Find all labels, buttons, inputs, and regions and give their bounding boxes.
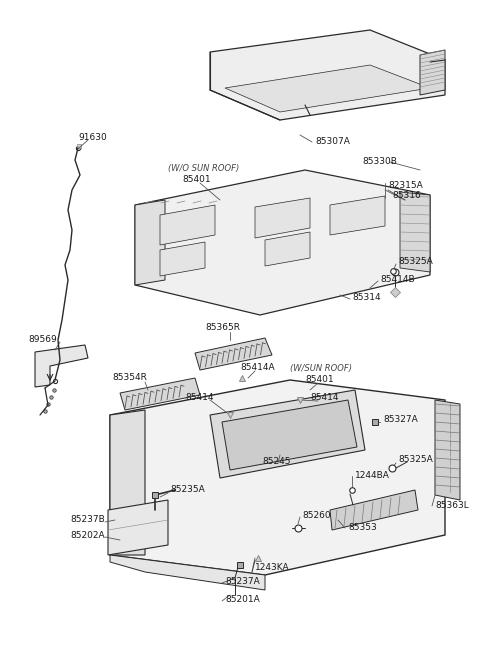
Polygon shape [225,65,430,112]
Text: (W/SUN ROOF): (W/SUN ROOF) [290,364,352,373]
Text: 91630: 91630 [78,134,107,143]
Polygon shape [160,242,205,276]
Text: 85316: 85316 [392,191,421,200]
Text: 82315A: 82315A [388,181,423,189]
Polygon shape [222,400,357,470]
Text: 85401: 85401 [182,176,211,185]
Text: 1243KA: 1243KA [255,563,289,572]
Polygon shape [135,170,430,315]
Polygon shape [35,345,88,387]
Text: 85414: 85414 [185,394,214,403]
Text: 89569: 89569 [28,335,57,345]
Polygon shape [435,400,460,500]
Text: (W/O SUN ROOF): (W/O SUN ROOF) [168,164,239,172]
Polygon shape [110,555,265,590]
Polygon shape [110,410,145,555]
Polygon shape [255,198,310,238]
Polygon shape [195,338,272,370]
Polygon shape [110,380,445,575]
Text: 85353: 85353 [348,523,377,533]
Polygon shape [400,192,430,272]
Text: 85325A: 85325A [398,257,433,267]
Polygon shape [160,205,215,245]
Text: 85314: 85314 [352,293,381,303]
Polygon shape [420,50,445,95]
Text: 85414: 85414 [310,394,338,403]
Text: 85235A: 85235A [170,485,205,495]
Text: 85414B: 85414B [380,276,415,284]
Text: 85363L: 85363L [435,500,469,510]
Polygon shape [330,490,418,530]
Text: 85245: 85245 [262,457,290,466]
Text: 85201A: 85201A [225,595,260,605]
Polygon shape [135,200,165,285]
Text: 1244BA: 1244BA [355,470,390,479]
Text: 85325A: 85325A [398,455,433,464]
Text: 85401: 85401 [305,375,334,384]
Text: 85414A: 85414A [240,364,275,373]
Polygon shape [265,232,310,266]
Polygon shape [330,196,385,235]
Polygon shape [210,30,445,120]
Text: 85237B: 85237B [70,515,105,525]
Text: 85354R: 85354R [112,373,147,383]
Text: 85327A: 85327A [383,415,418,424]
Text: 85260: 85260 [302,510,331,519]
Text: 85365R: 85365R [205,324,240,333]
Text: 85202A: 85202A [70,531,105,540]
Polygon shape [210,390,365,478]
Polygon shape [120,378,200,410]
Polygon shape [108,500,168,555]
Text: 85307A: 85307A [315,138,350,147]
Text: 85330B: 85330B [362,157,397,166]
Text: 85237A: 85237A [225,578,260,586]
